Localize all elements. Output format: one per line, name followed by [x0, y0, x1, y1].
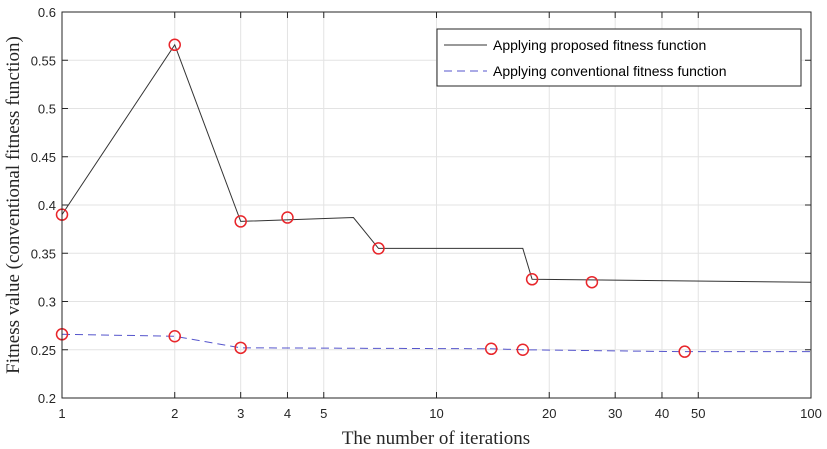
y-tick-label: 0.25 [31, 343, 56, 358]
data-point-marker [234, 215, 247, 228]
marker-layer [55, 38, 691, 358]
data-point-marker [585, 275, 599, 289]
y-tick-label: 0.55 [31, 53, 56, 68]
y-tick-label: 0.2 [38, 391, 56, 406]
x-tick-label: 100 [800, 406, 822, 421]
data-point-marker [168, 329, 181, 343]
data-point-marker [168, 38, 181, 52]
series-line-1 [61, 333, 811, 353]
x-tick-label: 20 [542, 406, 556, 421]
y-tick-label: 0.3 [38, 295, 56, 310]
y-axis-title: Fitness value (conventional fitness func… [3, 36, 24, 374]
y-tick-label: 0.35 [31, 246, 56, 261]
data-point-marker [678, 345, 691, 358]
x-tick-label: 50 [691, 406, 705, 421]
legend-label-proposed: Applying proposed fitness function [493, 37, 706, 53]
x-tick-label: 2 [171, 406, 178, 421]
data-point-marker [234, 341, 247, 355]
x-tick-label: 5 [320, 406, 327, 421]
x-tick-label: 30 [608, 406, 622, 421]
y-tick-label: 0.5 [38, 102, 56, 117]
legend-label-conventional: Applying conventional fitness function [493, 63, 726, 79]
data-point-marker [372, 242, 385, 255]
legend: Applying proposed fitness function Apply… [436, 28, 802, 87]
x-tick-label: 1 [58, 406, 65, 421]
y-tick-label: 0.6 [38, 5, 56, 20]
x-axis-title: The number of iterations [342, 428, 530, 449]
x-axis-ticks: 1 2 3 4 5 10 20 30 40 50 100 [58, 12, 822, 421]
data-point-marker [484, 342, 498, 356]
y-tick-label: 0.4 [38, 198, 56, 213]
data-point-marker [525, 273, 539, 286]
legend-box [436, 28, 802, 87]
y-axis-ticks: 0.2 0.25 0.3 0.35 0.4 0.45 0.5 0.55 0.6 [31, 5, 811, 406]
x-tick-label: 4 [284, 406, 291, 421]
x-tick-label: 3 [237, 406, 244, 421]
x-tick-label: 40 [655, 406, 669, 421]
data-point-marker [516, 343, 530, 356]
data-point-marker [281, 211, 294, 224]
y-tick-label: 0.45 [31, 150, 56, 165]
x-tick-label: 10 [429, 406, 443, 421]
